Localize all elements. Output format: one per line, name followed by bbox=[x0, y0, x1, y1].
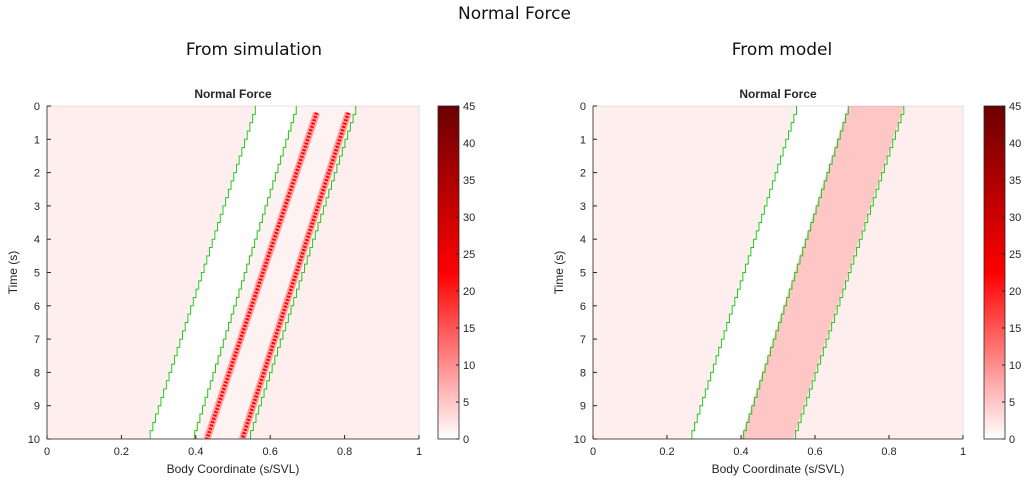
y-tick-label: 10 bbox=[28, 434, 40, 446]
contact-boundary-1 bbox=[147, 106, 256, 439]
no-contact-region bbox=[147, 106, 297, 439]
colorbar-tick-label: 0 bbox=[1009, 434, 1015, 446]
x-tick-label: 1 bbox=[416, 446, 422, 458]
panel-title-simulation: From simulation bbox=[185, 40, 323, 60]
y-tick-label: 3 bbox=[580, 201, 586, 213]
y-tick-label: 3 bbox=[34, 201, 40, 213]
y-tick-label: 4 bbox=[34, 234, 40, 246]
x-tick-label: 0.6 bbox=[807, 446, 822, 458]
colorbar-tick-label: 0 bbox=[463, 434, 469, 446]
x-tick-label: 0 bbox=[44, 446, 50, 458]
no-contact-region bbox=[689, 106, 849, 439]
y-tick-label: 8 bbox=[34, 367, 40, 379]
colorbar-tick-label: 35 bbox=[463, 175, 475, 187]
y-axis-label: Time (s) bbox=[552, 251, 566, 295]
x-tick-label: 0.8 bbox=[881, 446, 896, 458]
x-tick-label: 0.4 bbox=[733, 446, 748, 458]
colorbar-tick-label: 30 bbox=[1009, 212, 1021, 224]
y-tick-label: 0 bbox=[34, 101, 40, 113]
figure-title: Normal Force bbox=[458, 4, 571, 24]
y-tick-label: 2 bbox=[34, 168, 40, 180]
y-tick-label: 1 bbox=[580, 134, 586, 146]
colorbar-tick-label: 15 bbox=[463, 323, 475, 335]
y-tick-label: 7 bbox=[34, 334, 40, 346]
x-tick-label: 0.8 bbox=[337, 446, 352, 458]
contact-region bbox=[192, 106, 356, 439]
x-tick-label: 0.6 bbox=[263, 446, 278, 458]
y-tick-label: 9 bbox=[34, 401, 40, 413]
contact-boundary-2 bbox=[741, 106, 849, 439]
colorbar-tick-label: 10 bbox=[463, 360, 475, 372]
x-axis-label: Body Coordinate (s/SVL) bbox=[712, 462, 845, 476]
y-tick-label: 9 bbox=[580, 401, 586, 413]
y-tick-label: 6 bbox=[580, 301, 586, 313]
y-tick-label: 5 bbox=[34, 268, 40, 280]
axes-title: Normal Force bbox=[194, 87, 272, 101]
contact-boundary-1 bbox=[689, 106, 797, 439]
colorbar-tick-label: 25 bbox=[1009, 249, 1021, 261]
y-axis-label: Time (s) bbox=[6, 251, 20, 295]
y-tick-label: 8 bbox=[580, 367, 586, 379]
peak-ridge-1 bbox=[205, 112, 319, 439]
colorbar-tick-label: 15 bbox=[1009, 323, 1021, 335]
x-tick-label: 0 bbox=[590, 446, 596, 458]
colorbar-tick-label: 40 bbox=[1009, 138, 1021, 150]
plot-area bbox=[593, 106, 963, 439]
colorbar-tick-label: 40 bbox=[463, 138, 475, 150]
y-tick-label: 7 bbox=[580, 334, 586, 346]
axes-title: Normal Force bbox=[739, 87, 817, 101]
contact-boundary-3 bbox=[792, 106, 905, 439]
y-tick-label: 4 bbox=[580, 234, 586, 246]
plot-area bbox=[47, 106, 419, 439]
colorbar bbox=[983, 105, 1006, 440]
colorbar-tick-label: 45 bbox=[1009, 101, 1021, 113]
colorbar-tick-label: 5 bbox=[1009, 397, 1015, 409]
y-tick-label: 5 bbox=[580, 268, 586, 280]
x-axis-label: Body Coordinate (s/SVL) bbox=[167, 462, 300, 476]
force-band bbox=[741, 106, 904, 439]
colorbar-tick-label: 30 bbox=[463, 212, 475, 224]
contact-boundary-3 bbox=[247, 106, 357, 439]
x-tick-label: 0.2 bbox=[114, 446, 129, 458]
colorbar-tick-label: 45 bbox=[463, 101, 475, 113]
colorbar-tick-label: 10 bbox=[1009, 360, 1021, 372]
peak-ridge-2 bbox=[240, 112, 350, 439]
colorbar-tick-label: 35 bbox=[1009, 175, 1021, 187]
contact-boundary-2 bbox=[192, 106, 297, 439]
x-tick-label: 0.4 bbox=[188, 446, 203, 458]
colorbar-tick-label: 5 bbox=[463, 397, 469, 409]
panel-title-model: From model bbox=[731, 40, 833, 60]
y-tick-label: 6 bbox=[34, 301, 40, 313]
x-tick-label: 0.2 bbox=[659, 446, 674, 458]
colorbar-tick-label: 20 bbox=[1009, 286, 1021, 298]
y-tick-label: 1 bbox=[34, 134, 40, 146]
y-tick-label: 2 bbox=[580, 168, 586, 180]
colorbar bbox=[437, 105, 460, 440]
x-tick-label: 1 bbox=[960, 446, 966, 458]
colorbar-tick-label: 20 bbox=[463, 286, 475, 298]
y-tick-label: 0 bbox=[580, 101, 586, 113]
colorbar-tick-label: 25 bbox=[463, 249, 475, 261]
y-tick-label: 10 bbox=[574, 434, 586, 446]
